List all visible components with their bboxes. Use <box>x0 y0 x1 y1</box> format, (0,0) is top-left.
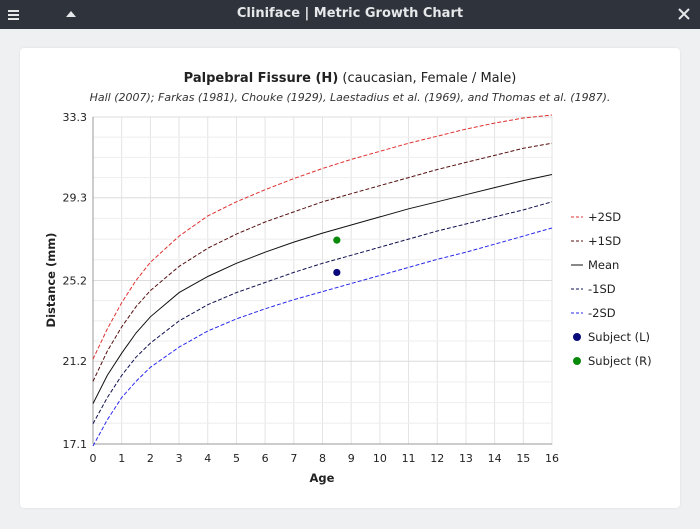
chart-title-detail: (caucasian, Female / Male) <box>338 71 517 86</box>
x-tick-label: 15 <box>516 452 530 465</box>
legend-label: -2SD <box>588 306 616 320</box>
series-line-minus1sd <box>92 201 553 425</box>
series-line-mean <box>92 174 553 404</box>
x-tick-label: 14 <box>488 452 502 465</box>
x-tick-label: 11 <box>402 452 416 465</box>
x-tick-label: 9 <box>348 452 355 465</box>
close-x-icon[interactable] <box>676 6 692 22</box>
x-tick-label: 7 <box>290 452 297 465</box>
x-tick-label: 8 <box>319 452 326 465</box>
legend-label: +1SD <box>588 234 621 248</box>
window-titlebar: Cliniface | Metric Growth Chart <box>0 0 700 29</box>
y-tick-label: 21.2 <box>63 355 88 368</box>
x-tick-label: 16 <box>545 452 559 465</box>
chart-panel <box>20 48 680 508</box>
x-tick-label: 2 <box>147 452 154 465</box>
data-point-subject-r <box>333 236 341 244</box>
legend-label: Subject (R) <box>588 354 652 368</box>
x-tick-label: 3 <box>176 452 183 465</box>
window-title: Cliniface | Metric Growth Chart <box>236 6 464 21</box>
y-tick-label: 29.3 <box>63 192 88 205</box>
x-tick-label: 6 <box>262 452 269 465</box>
x-tick-label: 1 <box>118 452 125 465</box>
legend-swatch-dot <box>573 333 581 341</box>
series-line-plus1sd <box>92 142 553 382</box>
legend-label: +2SD <box>588 210 621 224</box>
legend-swatch-dot <box>573 357 581 365</box>
legend-label: -1SD <box>588 282 616 296</box>
x-tick-label: 12 <box>430 452 444 465</box>
x-tick-label: 5 <box>233 452 240 465</box>
x-tick-label: 10 <box>373 452 387 465</box>
x-tick-label: 4 <box>204 452 211 465</box>
series-line-plus2sd <box>92 114 553 360</box>
y-tick-label: 25.2 <box>63 275 88 288</box>
hamburger-menu-icon[interactable] <box>6 7 22 23</box>
x-tick-label: 13 <box>459 452 473 465</box>
legend-label: Mean <box>588 258 619 272</box>
chart-subtitle: Hall (2007); Farkas (1981), Chouke (1929… <box>89 91 611 104</box>
triangle-up-icon[interactable] <box>62 6 80 22</box>
x-tick-label: 0 <box>90 452 97 465</box>
y-axis-label: Distance (mm) <box>44 233 58 328</box>
data-point-subject-l <box>333 268 341 277</box>
x-axis-label: Age <box>310 471 335 485</box>
y-tick-label: 33.3 <box>63 111 88 124</box>
y-tick-label: 17.1 <box>63 438 88 451</box>
legend-label: Subject (L) <box>588 330 650 344</box>
chart-title: Palpebral Fissure (H) (caucasian, Female… <box>20 71 680 86</box>
chart-title-measure: Palpebral Fissure (H) <box>183 71 339 86</box>
